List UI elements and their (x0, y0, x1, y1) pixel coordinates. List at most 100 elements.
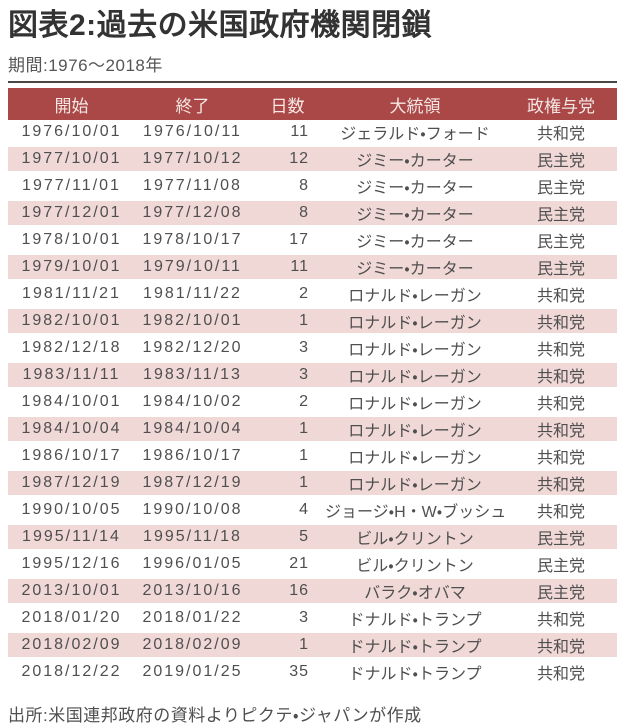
cell-end-date: 1977/10/12 (135, 145, 250, 174)
cell-end-date: 1983/11/13 (135, 361, 250, 390)
cell-president: ロナルド・レーガン (325, 334, 505, 363)
cell-president: ジミー・カーター (325, 253, 505, 282)
cell-days: 11 (250, 253, 325, 282)
cell-end-date: 1984/10/04 (135, 415, 250, 444)
cell-ruling-party: 民主党 (505, 550, 617, 579)
cell-president: バラク・オバマ (325, 577, 505, 606)
table-row: 1977/11/01 1977/11/08 8 ジミー・カーター 民主党 (8, 172, 617, 201)
cell-days: 12 (250, 145, 325, 174)
cell-president: ジミー・カーター (325, 199, 505, 228)
cell-days: 1 (250, 307, 325, 336)
cell-end-date: 1986/10/17 (135, 442, 250, 471)
table-row: 1976/10/01 1976/10/11 11 ジェラルド・フォード 共和党 (8, 120, 617, 147)
cell-days: 17 (250, 226, 325, 255)
table-row: 1982/12/18 1982/12/20 3 ロナルド・レーガン 共和党 (8, 334, 617, 363)
divider-rule (8, 81, 617, 83)
table-row: 1990/10/05 1990/10/08 4 ジョージ・H・W・ブッシュ 共和党 (8, 496, 617, 525)
cell-president: ロナルド・レーガン (325, 280, 505, 309)
shutdown-history-table: 開始 終了 日数 大統領 政権与党 1976/10/01 1976/10/11 11 ジェラル… (8, 88, 617, 687)
column-header-ruling-party: 政権与党 (527, 96, 595, 116)
cell-president: ロナルド・レーガン (325, 415, 505, 444)
cell-days: 1 (250, 469, 325, 498)
cell-start-date: 1986/10/17 (8, 442, 135, 471)
cell-end-date: 1982/12/20 (135, 334, 250, 363)
cell-ruling-party: 共和党 (505, 361, 617, 390)
cell-ruling-party: 共和党 (505, 658, 617, 687)
table-row: 1984/10/01 1984/10/02 2 ロナルド・レーガン 共和党 (8, 388, 617, 417)
cell-president: ジミー・カーター (325, 145, 505, 174)
cell-ruling-party: 民主党 (505, 253, 617, 282)
table-row: 1977/10/01 1977/10/12 12 ジミー・カーター 民主党 (8, 145, 617, 174)
cell-days: 3 (250, 361, 325, 390)
cell-end-date: 1976/10/11 (135, 120, 250, 147)
cell-days: 1 (250, 631, 325, 660)
cell-days: 5 (250, 523, 325, 552)
cell-end-date: 1987/12/19 (135, 469, 250, 498)
table-header-row: 開始 終了 日数 大統領 政権与党 (8, 88, 617, 120)
cell-days: 3 (250, 334, 325, 363)
cell-start-date: 1977/12/01 (8, 199, 135, 228)
cell-end-date: 2018/02/09 (135, 631, 250, 660)
table-row: 1982/10/01 1982/10/01 1 ロナルド・レーガン 共和党 (8, 307, 617, 336)
cell-ruling-party: 民主党 (505, 145, 617, 174)
cell-start-date: 1982/10/01 (8, 307, 135, 336)
cell-ruling-party: 民主党 (505, 199, 617, 228)
cell-start-date: 1984/10/04 (8, 415, 135, 444)
cell-president: ドナルド・トランプ (325, 658, 505, 687)
cell-days: 35 (250, 658, 325, 687)
cell-president: ドナルド・トランプ (325, 604, 505, 633)
cell-start-date: 2018/01/20 (8, 604, 135, 633)
cell-start-date: 1977/10/01 (8, 145, 135, 174)
table-row: 2013/10/01 2013/10/16 16 バラク・オバマ 民主党 (8, 577, 617, 606)
cell-president: ドナルド・トランプ (325, 631, 505, 660)
cell-ruling-party: 共和党 (505, 334, 617, 363)
cell-days: 1 (250, 415, 325, 444)
cell-days: 2 (250, 388, 325, 417)
cell-start-date: 1990/10/05 (8, 496, 135, 525)
cell-start-date: 2018/12/22 (8, 658, 135, 687)
table-row: 1977/12/01 1977/12/08 8 ジミー・カーター 民主党 (8, 199, 617, 228)
cell-end-date: 1984/10/02 (135, 388, 250, 417)
cell-start-date: 1987/12/19 (8, 469, 135, 498)
cell-end-date: 1982/10/01 (135, 307, 250, 336)
cell-president: ジミー・カーター (325, 226, 505, 255)
cell-end-date: 1995/11/18 (135, 523, 250, 552)
cell-start-date: 2018/02/09 (8, 631, 135, 660)
cell-ruling-party: 共和党 (505, 631, 617, 660)
figure-period-label: 期間:1976〜2018年 (8, 56, 163, 75)
cell-president: ビル・クリントン (325, 550, 505, 579)
table-row: 1987/12/19 1987/12/19 1 ロナルド・レーガン 共和党 (8, 469, 617, 498)
cell-start-date: 1984/10/01 (8, 388, 135, 417)
column-header-start-date: 開始 (54, 96, 89, 116)
cell-end-date: 2013/10/16 (135, 577, 250, 606)
cell-end-date: 1978/10/17 (135, 226, 250, 255)
cell-start-date: 1976/10/01 (8, 120, 135, 147)
cell-ruling-party: 共和党 (505, 388, 617, 417)
cell-start-date: 1983/11/11 (8, 361, 135, 390)
cell-ruling-party: 共和党 (505, 120, 617, 147)
cell-days: 8 (250, 199, 325, 228)
table-row: 1986/10/17 1986/10/17 1 ロナルド・レーガン 共和党 (8, 442, 617, 471)
cell-ruling-party: 共和党 (505, 442, 617, 471)
cell-days: 8 (250, 172, 325, 201)
cell-days: 4 (250, 496, 325, 525)
cell-start-date: 1977/11/01 (8, 172, 135, 201)
cell-days: 3 (250, 604, 325, 633)
figure-title: 図表2:過去の米国政府機関閉鎖 (8, 9, 433, 42)
column-header-president: 大統領 (389, 96, 441, 116)
cell-end-date: 1990/10/08 (135, 496, 250, 525)
cell-ruling-party: 民主党 (505, 523, 617, 552)
cell-start-date: 1979/10/01 (8, 253, 135, 282)
cell-end-date: 1979/10/11 (135, 253, 250, 282)
cell-ruling-party: 共和党 (505, 280, 617, 309)
cell-end-date: 2019/01/25 (135, 658, 250, 687)
cell-days: 21 (250, 550, 325, 579)
cell-start-date: 1995/11/14 (8, 523, 135, 552)
cell-end-date: 2018/01/22 (135, 604, 250, 633)
cell-president: ロナルド・レーガン (325, 469, 505, 498)
table-row: 1995/12/16 1996/01/05 21 ビル・クリントン 民主党 (8, 550, 617, 579)
cell-start-date: 1981/11/21 (8, 280, 135, 309)
cell-president: ジョージ・H・W・ブッシュ (325, 496, 505, 525)
cell-ruling-party: 民主党 (505, 577, 617, 606)
